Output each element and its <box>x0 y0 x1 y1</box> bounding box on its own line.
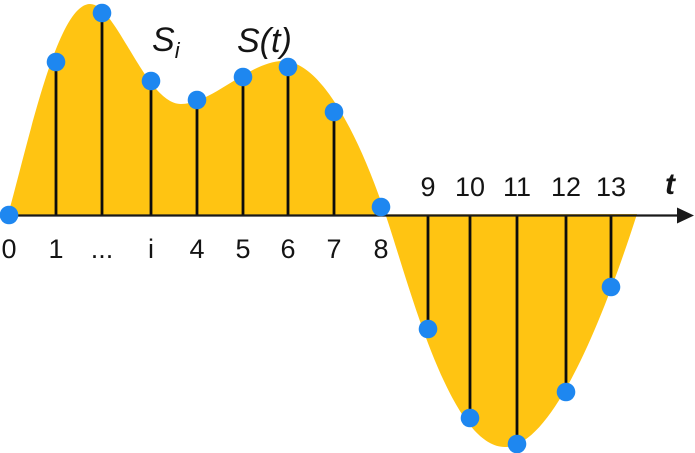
tick-label-9: 9 <box>420 172 435 202</box>
sample-dot-4 <box>187 90 207 110</box>
sampled-signal-label-part-0: S <box>152 21 175 59</box>
sampled-signal-label-part-1: i <box>175 38 181 63</box>
tick-label-10: 10 <box>455 172 485 202</box>
sample-dot-3 <box>141 71 161 91</box>
tick-label-7: 7 <box>326 234 341 264</box>
sample-dot-5 <box>233 67 253 87</box>
tick-label-3: i <box>148 234 154 264</box>
tick-label-12: 12 <box>551 172 581 202</box>
sample-dot-10 <box>460 408 480 428</box>
sample-dot-2 <box>92 3 112 23</box>
sample-dot-0 <box>0 205 19 225</box>
sample-dot-11 <box>507 434 527 453</box>
continuous-signal-label-part-0: S(t) <box>237 22 292 60</box>
continuous-signal-area <box>8 4 637 447</box>
tick-label-8: 8 <box>373 234 388 264</box>
sampled-signal-label: Si <box>152 21 181 63</box>
tick-label-4: 4 <box>189 234 204 264</box>
sample-dot-6 <box>278 57 298 77</box>
sample-dot-12 <box>556 382 576 402</box>
sample-dot-9 <box>418 319 438 339</box>
tick-label-6: 6 <box>280 234 295 264</box>
sample-dot-8 <box>371 197 391 217</box>
continuous-signal-label: S(t) <box>237 22 292 60</box>
tick-label-1: 1 <box>48 234 63 264</box>
tick-label-13: 13 <box>596 172 626 202</box>
tick-label-11: 11 <box>503 172 531 202</box>
time-axis-arrowhead-icon <box>677 207 694 224</box>
tick-label-0: 0 <box>1 234 16 264</box>
time-axis-label-part-0: t <box>665 168 677 201</box>
sample-dot-13 <box>601 277 621 297</box>
sample-dot-1 <box>46 52 66 72</box>
tick-label-2: ... <box>91 234 114 264</box>
time-axis-label: t <box>665 168 677 201</box>
sample-dot-7 <box>324 102 344 122</box>
tick-label-5: 5 <box>235 234 250 264</box>
